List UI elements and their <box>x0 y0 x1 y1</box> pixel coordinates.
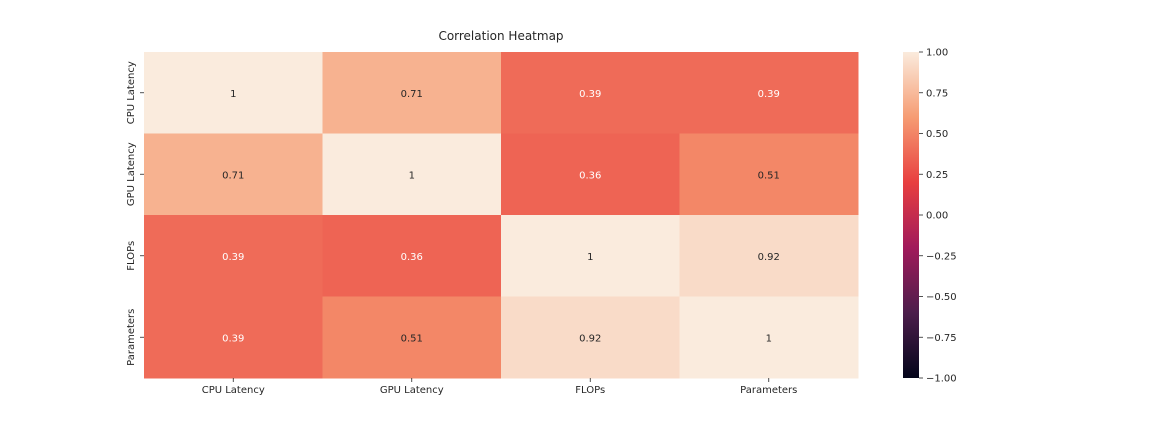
heatmap-cells <box>144 52 859 379</box>
heatmap-cell <box>679 133 859 216</box>
heatmap-cell <box>501 133 680 216</box>
heatmap-cell <box>501 296 680 379</box>
x-tick-label: CPU Latency <box>202 385 265 396</box>
x-tick-label: GPU Latency <box>380 385 444 396</box>
cell-label: 0.39 <box>222 252 244 263</box>
heatmap-cell <box>679 296 859 379</box>
cell-label: 0.71 <box>222 170 244 181</box>
x-tick-label: FLOPs <box>575 385 605 396</box>
cell-label: 0.92 <box>579 333 601 344</box>
heatmap-cell <box>144 52 323 134</box>
cell-label: 0.39 <box>222 333 244 344</box>
cell-label: 0.39 <box>579 89 601 100</box>
y-tick-label: Parameters <box>126 309 137 366</box>
y-tick-label: GPU Latency <box>126 142 137 206</box>
colorbar-tick-label: 1.00 <box>926 48 948 59</box>
heatmap-cell <box>144 133 323 216</box>
cell-label: 1 <box>766 333 772 344</box>
heatmap-cell <box>322 215 502 297</box>
colorbar-tick-label: 0.50 <box>926 129 948 140</box>
colorbar-tick-label: 0.00 <box>926 211 948 222</box>
heatmap-cell <box>679 215 859 297</box>
cell-label: 0.71 <box>401 89 423 100</box>
x-axis-ticks: CPU Latency GPU Latency FLOPs Parameters <box>202 378 797 396</box>
x-tick-label: Parameters <box>740 385 797 396</box>
chart-title: Correlation Heatmap <box>438 29 563 43</box>
colorbar <box>903 52 919 378</box>
heatmap-cell <box>322 52 502 134</box>
heatmap-cell <box>144 296 323 379</box>
heatmap-cell <box>322 133 502 216</box>
y-axis-ticks: CPU Latency GPU Latency FLOPs Parameters <box>126 61 144 366</box>
colorbar-tick-label: −1.00 <box>926 374 957 385</box>
colorbar-ticks: 1.00 0.75 0.50 0.25 0.00 −0.25 −0.50 −0.75 −1.00 <box>919 48 957 385</box>
cell-label: 1 <box>587 252 593 263</box>
colorbar-tick-label: −0.25 <box>926 251 957 262</box>
cell-label: 0.51 <box>401 333 423 344</box>
colorbar-tick-label: −0.50 <box>926 292 957 303</box>
heatmap-cell-labels: 1 0.71 0.39 0.39 0.71 1 0.36 0.51 0.39 0.36 1 0.92 0… <box>222 89 780 345</box>
heatmap-cell <box>501 215 680 297</box>
colorbar-tick-label: 0.25 <box>926 170 948 181</box>
heatmap-cell <box>679 52 859 134</box>
colorbar-tick-label: 0.75 <box>926 88 948 99</box>
cell-label: 0.36 <box>579 170 601 181</box>
cell-label: 0.36 <box>401 252 423 263</box>
cell-label: 0.39 <box>758 89 780 100</box>
heatmap-cell <box>144 215 323 297</box>
cell-label: 0.51 <box>758 170 780 181</box>
y-tick-label: CPU Latency <box>126 61 137 124</box>
cell-label: 0.92 <box>758 252 780 263</box>
colorbar-tick-label: −0.75 <box>926 333 957 344</box>
heatmap-cell <box>322 296 502 379</box>
cell-label: 1 <box>409 170 415 181</box>
heatmap-cell <box>501 52 680 134</box>
cell-label: 1 <box>230 89 236 100</box>
y-tick-label: FLOPs <box>126 241 137 271</box>
